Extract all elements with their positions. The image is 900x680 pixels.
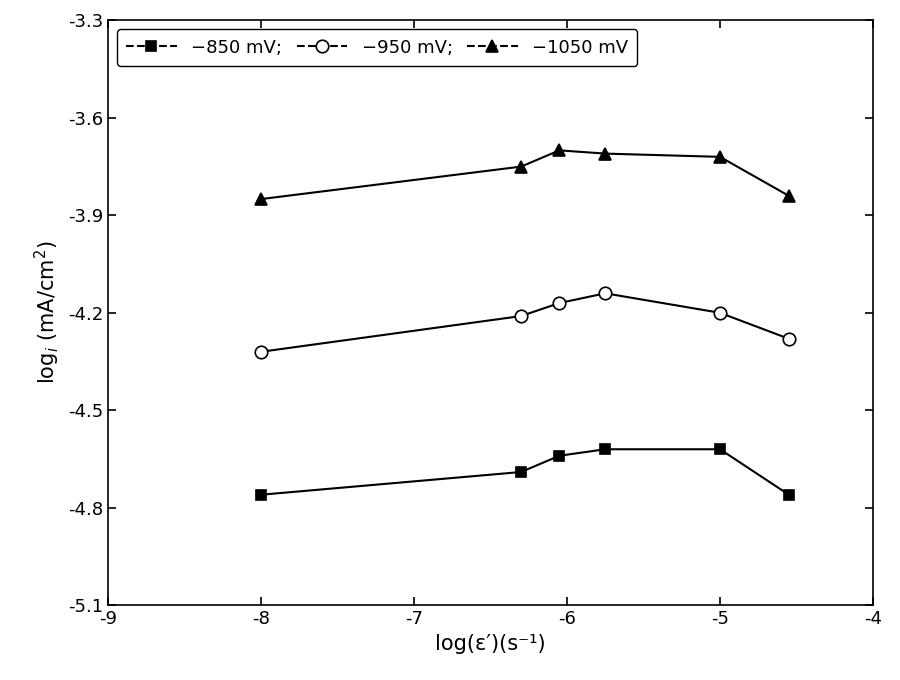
−950 mV; bbox=[599, 289, 610, 297]
−850 mV; bbox=[783, 491, 795, 499]
−850 mV; bbox=[554, 452, 565, 460]
−1050 mV bbox=[715, 153, 725, 161]
−850 mV; bbox=[256, 491, 266, 499]
X-axis label: log(ε′)(s⁻¹): log(ε′)(s⁻¹) bbox=[436, 634, 545, 653]
Y-axis label: log$_i$ (mA/cm$^2$): log$_i$ (mA/cm$^2$) bbox=[33, 241, 62, 384]
−950 mV; bbox=[516, 312, 526, 320]
−1050 mV bbox=[516, 163, 526, 171]
Line: −850 mV;: −850 mV; bbox=[256, 445, 794, 500]
−950 mV; bbox=[783, 335, 795, 343]
−1050 mV bbox=[599, 150, 610, 158]
−850 mV; bbox=[599, 445, 610, 454]
Line: −950 mV;: −950 mV; bbox=[255, 287, 795, 358]
−950 mV; bbox=[715, 309, 725, 317]
−1050 mV bbox=[256, 195, 266, 203]
Line: −1050 mV: −1050 mV bbox=[255, 144, 795, 205]
−1050 mV bbox=[554, 146, 565, 154]
−950 mV; bbox=[554, 299, 565, 307]
Legend: −850 mV;, −950 mV;, −1050 mV: −850 mV;, −950 mV;, −1050 mV bbox=[117, 29, 637, 66]
−850 mV; bbox=[715, 445, 725, 454]
−850 mV; bbox=[516, 468, 526, 476]
−950 mV; bbox=[256, 347, 266, 356]
−1050 mV bbox=[783, 192, 795, 200]
